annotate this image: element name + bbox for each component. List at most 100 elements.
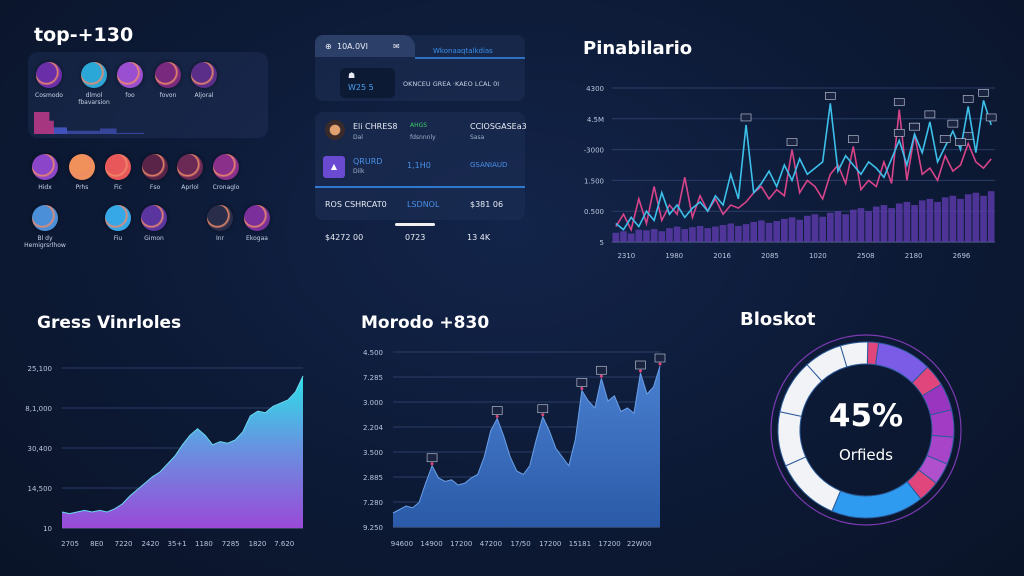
category-avatar[interactable]: [32, 205, 58, 231]
y-tick-label: 4.5M: [587, 116, 604, 124]
badge-value: W25 5: [348, 83, 374, 92]
y-tick-label: 0.500: [584, 208, 604, 216]
table-total-row: ROS CSHRCAT0 LSDNOL $381 06: [315, 196, 525, 216]
x-tick-label: 17200: [450, 540, 472, 548]
x-tick-label: 14900: [420, 540, 442, 548]
table-row[interactable]: Eli CHRES8 Dal AHGS fdsnnnly CCIOSGASEa3…: [315, 116, 527, 152]
x-tick-label: 2180: [905, 252, 923, 260]
bar: [918, 200, 926, 242]
x-tick-label: 7.620: [274, 540, 294, 548]
peak-dot: [541, 413, 545, 417]
category-label: Inr: [215, 235, 225, 242]
bar: [957, 198, 964, 242]
donut-outer-ring: [770, 334, 962, 526]
details-link[interactable]: Wkonaaqtalkdias: [433, 47, 493, 55]
bar: [612, 232, 620, 242]
table-row[interactable]: ▲ QRURD Dilk 1,1H0 GSANIAUD: [315, 152, 525, 186]
bar: [811, 214, 819, 242]
category-avatar[interactable]: [141, 205, 167, 231]
x-tick-label: 7220: [115, 540, 133, 548]
category-avatar[interactable]: [69, 154, 95, 180]
peak-marker: [924, 110, 936, 119]
x-tick-label: 22W00: [627, 540, 652, 548]
category-avatar[interactable]: [207, 205, 233, 231]
chart-title-bloskot: Bloskot: [740, 309, 816, 330]
bar: [849, 209, 857, 242]
x-tick-label: 1020: [809, 252, 827, 260]
peak-dot: [638, 369, 642, 373]
donut-slice: [784, 456, 842, 512]
category-label: fovon: [159, 92, 177, 99]
category-avatar[interactable]: [81, 62, 107, 88]
peak-dot: [495, 415, 499, 418]
bar: [796, 219, 803, 242]
peak-marker: [893, 129, 905, 137]
peak-marker: [654, 353, 666, 363]
bar: [643, 230, 650, 242]
peak-marker: [909, 122, 920, 131]
row-status: 1,1H0: [407, 161, 431, 170]
bar: [826, 212, 834, 242]
peak-dot: [580, 387, 584, 390]
peak-dot: [430, 462, 434, 466]
x-tick-label: 47200: [480, 540, 502, 548]
chart-title-gress: Gress Vinrloles: [37, 313, 182, 333]
category-avatar[interactable]: [213, 154, 239, 180]
table-divider: [315, 186, 525, 188]
x-tick-label: 2705: [61, 540, 79, 548]
avatar: [325, 120, 345, 140]
bar: [880, 205, 888, 242]
bar: [712, 226, 719, 242]
y-tick-label: 25,100: [28, 365, 53, 373]
account-tab[interactable]: ⊕ 10A.0VI ✉: [315, 35, 415, 57]
x-tick-label: 17200: [539, 540, 561, 548]
category-avatar[interactable]: [142, 154, 168, 180]
category-avatar[interactable]: [155, 62, 181, 88]
featured-panel: [28, 52, 268, 138]
total-name: ROS CSHRCAT0: [325, 200, 387, 209]
bar: [888, 208, 895, 242]
bar: [696, 225, 704, 242]
peak-marker: [491, 406, 503, 415]
bar: [842, 214, 849, 242]
y-tick-label: 9.250: [363, 524, 383, 532]
peak-dot: [599, 374, 603, 378]
category-avatar[interactable]: [191, 62, 217, 88]
bar: [949, 195, 957, 242]
donut-slice: [831, 480, 922, 519]
bar: [804, 215, 811, 242]
peak-marker: [947, 119, 959, 128]
peak-marker: [426, 453, 438, 463]
category-avatar[interactable]: [36, 62, 62, 88]
bar: [673, 226, 681, 242]
scroll-indicator[interactable]: [395, 223, 435, 226]
category-avatar[interactable]: [117, 62, 143, 88]
row-value: CCIOSGASEa3: [470, 122, 527, 131]
x-tick-label: 2508: [857, 252, 875, 260]
row-sub: Dilk: [353, 168, 365, 175]
left-panel-title: top-+130: [34, 24, 134, 46]
category-label: foo: [125, 92, 135, 99]
y-tick-label: 10: [43, 525, 52, 533]
category-avatar[interactable]: [105, 205, 131, 231]
bar: [934, 201, 941, 242]
category-avatar[interactable]: [177, 154, 203, 180]
category-label: Hidx: [38, 184, 52, 191]
category-label: Ekogaa: [246, 235, 268, 242]
row-sub: Dal: [353, 134, 363, 141]
bar: [620, 231, 627, 242]
bar: [742, 224, 750, 242]
category-avatar[interactable]: [32, 154, 58, 180]
y-tick-label: 5: [600, 239, 604, 247]
category-avatar[interactable]: [105, 154, 131, 180]
category-avatar[interactable]: [244, 205, 270, 231]
peak-marker: [955, 138, 966, 146]
bar: [857, 208, 865, 242]
bar: [735, 225, 742, 242]
area-fill: [393, 366, 660, 527]
donut-center-value: 45%: [828, 398, 904, 434]
transactions-table: Eli CHRES8 Dal AHGS fdsnnnly CCIOSGASEa3…: [315, 112, 527, 220]
x-tick-label: 2696: [953, 252, 971, 260]
y-tick-label: 2.885: [363, 474, 383, 482]
